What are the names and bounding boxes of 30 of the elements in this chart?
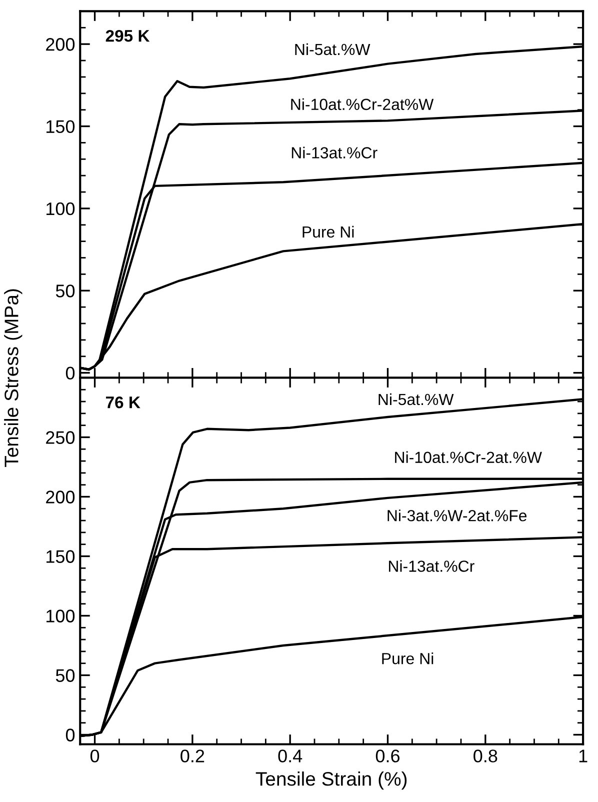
annotation: Pure Ni — [382, 652, 434, 664]
y-tick-label: 150 — [46, 550, 75, 563]
y-tick-label: 0 — [66, 366, 75, 380]
y-axis-title: Tensile Stress (MPa) — [4, 289, 22, 467]
text: 76 K — [106, 396, 140, 408]
annotation: Ni-13at.%Cr — [292, 146, 378, 158]
y-tick-label: 200 — [46, 38, 75, 51]
x-tick-label: 1 — [579, 750, 588, 762]
annotation: Ni-10at.%Cr-2at%W — [291, 98, 434, 110]
y-tick-label: 150 — [46, 120, 75, 133]
annotation: Ni-10at.%Cr-2at.%W — [395, 451, 542, 464]
x-axis-title: Tensile Strain (%) — [256, 772, 407, 790]
y-tick-label: 0 — [66, 728, 75, 742]
y-tick-label: 200 — [46, 490, 75, 504]
x-tick-label: 0 — [90, 750, 100, 762]
x-tick-label: 0.4 — [278, 750, 302, 762]
x-tick-label: 0.6 — [376, 750, 400, 762]
y-tick-label: 250 — [46, 431, 75, 444]
x-tick-label: 0.2 — [180, 750, 204, 762]
y-tick-label: 100 — [46, 202, 75, 216]
y-tick-label: 100 — [46, 610, 75, 622]
annotation: Ni-13at.%Cr — [388, 560, 474, 572]
y-tick-label: 50 — [56, 669, 75, 682]
annotation: Ni-5at.%W — [295, 43, 370, 56]
annotation: Ni-3at.%W-2at.%Fe — [388, 510, 527, 522]
annotation: Ni-5at.%W — [378, 393, 454, 406]
annotation: Pure Ni — [302, 226, 354, 238]
text: 295 K — [106, 30, 150, 42]
x-tick-label: 0.8 — [474, 750, 498, 762]
y-tick-label: 50 — [56, 284, 75, 298]
